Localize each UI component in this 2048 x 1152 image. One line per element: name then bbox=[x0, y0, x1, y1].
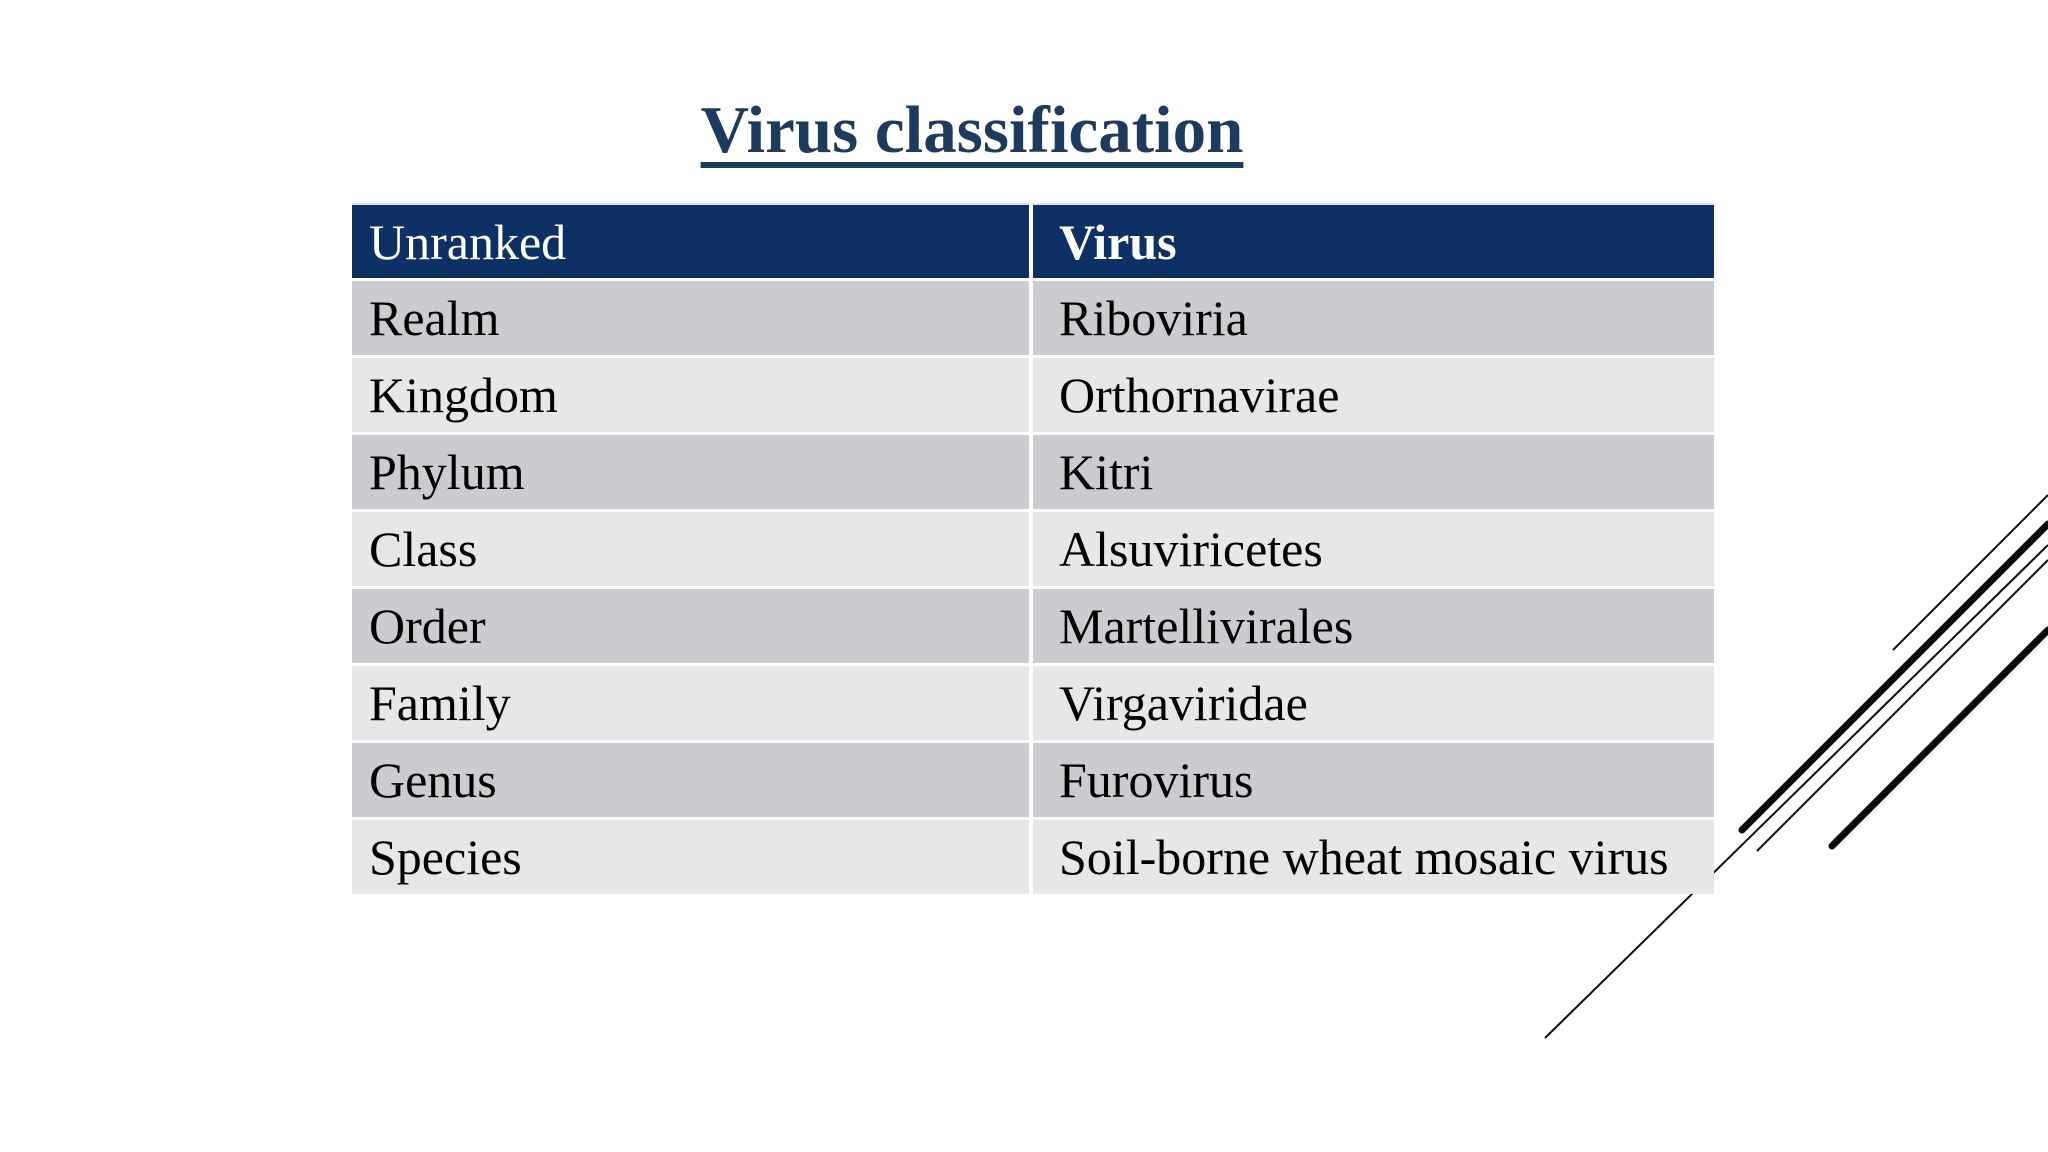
diagonal-line bbox=[1544, 544, 2048, 1039]
virus-classification-table: Unranked Virus Realm Riboviria Kingdom Orth… bbox=[352, 203, 1714, 897]
table-row: Class Alsuviricetes bbox=[352, 512, 1714, 586]
table-body: Realm Riboviria Kingdom Orthornavirae Phylum… bbox=[352, 281, 1714, 894]
table-row: Family Virgaviridae bbox=[352, 666, 1714, 740]
table-row: Species Soil-borne wheat mosaic virus bbox=[352, 820, 1714, 894]
table-row: Kingdom Orthornavirae bbox=[352, 358, 1714, 432]
rank-cell: Class bbox=[352, 512, 1029, 586]
diagonal-line bbox=[1892, 494, 2048, 651]
value-cell: Martellivirales bbox=[1033, 589, 1714, 663]
column-header-virus: Virus bbox=[1033, 203, 1714, 278]
page-title: Virus classification bbox=[700, 93, 1244, 167]
value-cell: Soil-borne wheat mosaic virus bbox=[1033, 820, 1714, 894]
value-cell: Orthornavirae bbox=[1033, 358, 1714, 432]
value-cell: Kitri bbox=[1033, 435, 1714, 509]
rank-cell: Family bbox=[352, 666, 1029, 740]
table-header-row: Unranked Virus bbox=[352, 203, 1714, 278]
rank-cell: Phylum bbox=[352, 435, 1029, 509]
rank-cell: Kingdom bbox=[352, 358, 1029, 432]
table-row: Genus Furovirus bbox=[352, 743, 1714, 817]
column-header-unranked: Unranked bbox=[352, 203, 1029, 278]
rank-cell: Order bbox=[352, 589, 1029, 663]
value-cell: Alsuviricetes bbox=[1033, 512, 1714, 586]
value-cell: Virgaviridae bbox=[1033, 666, 1714, 740]
table-row: Phylum Kitri bbox=[352, 435, 1714, 509]
table-row: Realm Riboviria bbox=[352, 281, 1714, 355]
diagonal-line bbox=[1756, 559, 2048, 852]
value-cell: Riboviria bbox=[1033, 281, 1714, 355]
diagonal-line bbox=[1738, 520, 2048, 834]
value-cell: Furovirus bbox=[1033, 743, 1714, 817]
rank-cell: Realm bbox=[352, 281, 1029, 355]
rank-cell: Species bbox=[352, 820, 1029, 894]
table-row: Order Martellivirales bbox=[352, 589, 1714, 663]
rank-cell: Genus bbox=[352, 743, 1029, 817]
diagonal-line bbox=[1828, 626, 2048, 850]
